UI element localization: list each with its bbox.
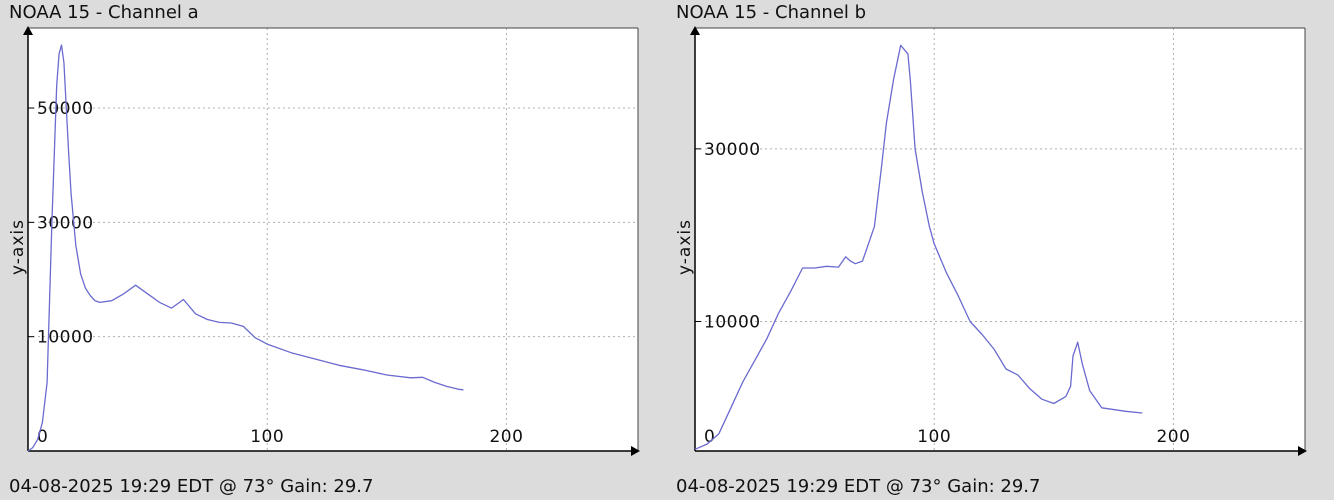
series-line (27, 44, 464, 452)
x-tick-label: 200 (1156, 427, 1190, 447)
x-tick-label: 100 (250, 427, 284, 447)
y-tick-label: 50000 (37, 99, 94, 119)
y-axis-arrow (690, 26, 700, 35)
chart-panel-channel-a: NOAA 15 - Channel a y-axis 0 100 200 10000 3… (8, 2, 640, 497)
y-tick-label: 10000 (704, 313, 761, 333)
x-tick-label: 0 (37, 427, 48, 447)
status-footer: 04-08-2025 19:29 EDT @ 73° Gain: 29.7 (676, 476, 1041, 497)
x-tick-label: 0 (704, 427, 715, 447)
chart-title: NOAA 15 - Channel a (9, 2, 199, 23)
x-axis-arrow (631, 446, 640, 456)
series-line (694, 44, 1143, 450)
chart-title: NOAA 15 - Channel b (676, 2, 867, 23)
plot-background (28, 28, 638, 451)
plot-area-channel-b: 0 100 200 10000 30000 (690, 26, 1307, 456)
status-footer: 04-08-2025 19:29 EDT @ 73° Gain: 29.7 (9, 476, 374, 497)
chart-panel-channel-b: NOAA 15 - Channel b y-axis 0 100 200 10000 3… (667, 0, 1334, 500)
plot-area-channel-a: 0 100 200 10000 30000 50000 (23, 26, 640, 456)
x-tick-label: 200 (489, 427, 523, 447)
x-tick-label: 100 (917, 427, 951, 447)
y-axis-arrow (23, 26, 33, 35)
y-tick-label: 10000 (37, 328, 94, 348)
plot-background (695, 28, 1305, 451)
y-tick-label: 30000 (704, 140, 761, 160)
y-tick-label: 30000 (37, 213, 94, 233)
x-axis-arrow (1298, 446, 1307, 456)
